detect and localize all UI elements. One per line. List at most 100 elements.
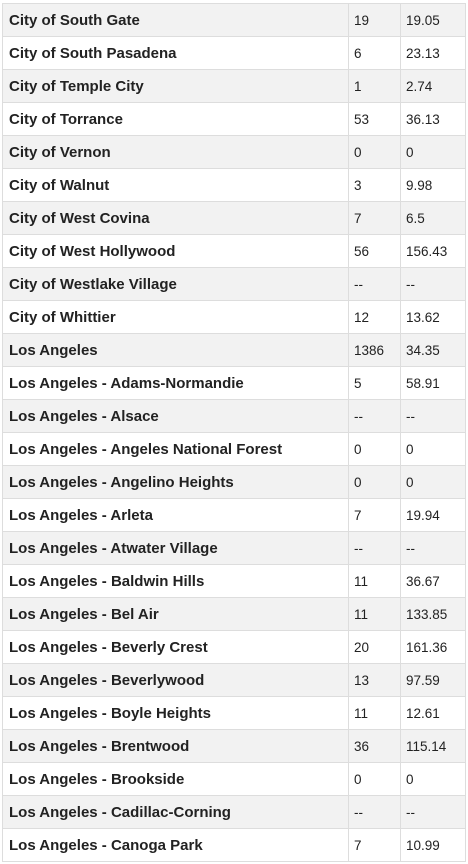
count-cell: -- [348,795,401,829]
table-row: City of Vernon 0 0 [2,135,466,169]
count-cell: 36 [348,729,401,763]
table-row: Los Angeles - Brentwood 36 115.14 [2,729,466,763]
rate-cell: 36.13 [400,102,466,136]
count-cell: 0 [348,465,401,499]
count-cell: 11 [348,696,401,730]
location-name-cell: City of Whittier [2,300,349,334]
table-body: City of South Gate 19 19.05 City of South P… [2,3,466,862]
rate-cell: 34.35 [400,333,466,367]
table-row: Los Angeles - Atwater Village -- -- [2,531,466,565]
location-name-cell: Los Angeles - Beverlywood [2,663,349,697]
count-cell: 11 [348,564,401,598]
table-row: City of Whittier 12 13.62 [2,300,466,334]
rate-cell: 23.13 [400,36,466,70]
count-cell: 12 [348,300,401,334]
location-name-cell: Los Angeles - Arleta [2,498,349,532]
location-name-cell: Los Angeles - Boyle Heights [2,696,349,730]
rate-cell: 13.62 [400,300,466,334]
table-row: Los Angeles - Adams-Normandie 5 58.91 [2,366,466,400]
location-name-cell: Los Angeles - Alsace [2,399,349,433]
location-name-cell: Los Angeles - Baldwin Hills [2,564,349,598]
rate-cell: 156.43 [400,234,466,268]
rate-cell: 0 [400,135,466,169]
rate-cell: 9.98 [400,168,466,202]
rate-cell: -- [400,399,466,433]
rate-cell: 161.36 [400,630,466,664]
location-name-cell: Los Angeles - Adams-Normandie [2,366,349,400]
table-row: Los Angeles - Bel Air 11 133.85 [2,597,466,631]
location-name-cell: Los Angeles - Brookside [2,762,349,796]
rate-cell: 2.74 [400,69,466,103]
table-row: Los Angeles - Canoga Park 7 10.99 [2,828,466,862]
rate-cell: -- [400,267,466,301]
table-row: Los Angeles - Angelino Heights 0 0 [2,465,466,499]
location-name-cell: Los Angeles - Angeles National Forest [2,432,349,466]
rate-cell: 58.91 [400,366,466,400]
table-row: City of West Covina 7 6.5 [2,201,466,235]
table-row: Los Angeles - Brookside 0 0 [2,762,466,796]
rate-cell: -- [400,531,466,565]
count-cell: 3 [348,168,401,202]
location-name-cell: Los Angeles - Brentwood [2,729,349,763]
table-row: Los Angeles - Beverly Crest 20 161.36 [2,630,466,664]
table-row: Los Angeles 1386 34.35 [2,333,466,367]
rate-cell: 0 [400,465,466,499]
rate-cell: 6.5 [400,201,466,235]
count-cell: 6 [348,36,401,70]
rate-cell: 97.59 [400,663,466,697]
count-cell: 7 [348,498,401,532]
count-cell: 0 [348,762,401,796]
table-row: City of South Gate 19 19.05 [2,3,466,37]
table-row: Los Angeles - Angeles National Forest 0 0 [2,432,466,466]
count-cell: 56 [348,234,401,268]
location-name-cell: City of Temple City [2,69,349,103]
location-name-cell: Los Angeles - Angelino Heights [2,465,349,499]
location-name-cell: City of West Hollywood [2,234,349,268]
location-name-cell: Los Angeles - Beverly Crest [2,630,349,664]
table-row: City of Walnut 3 9.98 [2,168,466,202]
count-cell: 11 [348,597,401,631]
count-cell: 7 [348,828,401,862]
table-row: City of West Hollywood 56 156.43 [2,234,466,268]
location-name-cell: City of Walnut [2,168,349,202]
table-row: City of Torrance 53 36.13 [2,102,466,136]
location-name-cell: City of South Gate [2,3,349,37]
data-table: City of South Gate 19 19.05 City of South P… [2,3,466,862]
count-cell: -- [348,267,401,301]
rate-cell: 10.99 [400,828,466,862]
location-name-cell: City of Westlake Village [2,267,349,301]
table-row: City of Westlake Village -- -- [2,267,466,301]
table-row: Los Angeles - Baldwin Hills 11 36.67 [2,564,466,598]
count-cell: 13 [348,663,401,697]
location-name-cell: Los Angeles [2,333,349,367]
count-cell: 5 [348,366,401,400]
location-name-cell: City of West Covina [2,201,349,235]
location-name-cell: Los Angeles - Cadillac-Corning [2,795,349,829]
data-table-container: City of South Gate 19 19.05 City of South P… [2,3,466,862]
location-name-cell: City of Torrance [2,102,349,136]
table-row: Los Angeles - Cadillac-Corning -- -- [2,795,466,829]
rate-cell: 115.14 [400,729,466,763]
count-cell: 0 [348,432,401,466]
rate-cell: 36.67 [400,564,466,598]
count-cell: 19 [348,3,401,37]
table-row: Los Angeles - Boyle Heights 11 12.61 [2,696,466,730]
count-cell: 20 [348,630,401,664]
count-cell: 7 [348,201,401,235]
count-cell: 1 [348,69,401,103]
table-row: City of Temple City 1 2.74 [2,69,466,103]
rate-cell: -- [400,795,466,829]
count-cell: 53 [348,102,401,136]
rate-cell: 133.85 [400,597,466,631]
location-name-cell: City of South Pasadena [2,36,349,70]
rate-cell: 19.05 [400,3,466,37]
location-name-cell: City of Vernon [2,135,349,169]
count-cell: -- [348,399,401,433]
location-name-cell: Los Angeles - Bel Air [2,597,349,631]
count-cell: 0 [348,135,401,169]
count-cell: 1386 [348,333,401,367]
table-row: Los Angeles - Alsace -- -- [2,399,466,433]
rate-cell: 19.94 [400,498,466,532]
table-row: Los Angeles - Beverlywood 13 97.59 [2,663,466,697]
rate-cell: 0 [400,432,466,466]
